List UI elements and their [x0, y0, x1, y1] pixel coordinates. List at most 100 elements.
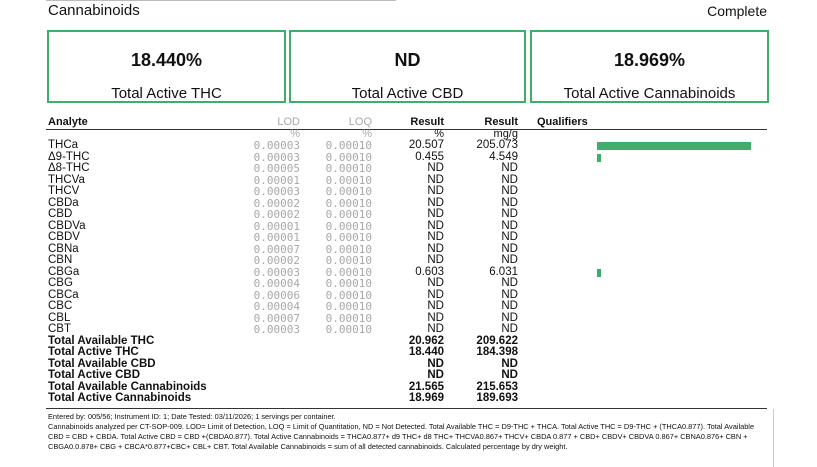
- result-pct-value: ND: [427, 311, 444, 324]
- result-pct-value: ND: [427, 300, 444, 312]
- unit-loq: %: [362, 128, 372, 140]
- total-name: Total Active THC: [48, 346, 139, 358]
- summary-label: Total Active THC: [111, 85, 222, 102]
- lod-value: 0.00003: [253, 323, 300, 336]
- total-name: Total Available THC: [48, 334, 155, 347]
- loq-value: 0.00010: [325, 173, 372, 187]
- total-row: Total Active CBD ND ND: [0, 369, 817, 382]
- lod-value: 0.00004: [253, 300, 300, 313]
- analyte-name: THCVa: [48, 173, 85, 186]
- results-table: THCa 0.00003 0.00010 20.507 205.073 Δ9-THC 0.0…: [0, 139, 817, 405]
- lod-value: 0.00003: [253, 139, 300, 152]
- loq-value: 0.00010: [325, 311, 372, 325]
- total-row: Total Available Cannabinoids 21.565 215.65…: [0, 380, 817, 394]
- col-header-qualifiers: Qualifiers: [537, 116, 588, 128]
- result-pct-value: ND: [427, 196, 444, 209]
- total-name: Total Active CBD: [48, 369, 141, 381]
- table-row: CBDV 0.00001 0.00010 ND ND: [0, 231, 817, 244]
- analyte-name: CBDV: [48, 231, 80, 243]
- result-mg-value: ND: [501, 219, 518, 232]
- loq-value: 0.00010: [325, 231, 372, 244]
- loq-value: 0.00010: [325, 208, 372, 221]
- total-mg-value: 215.653: [476, 380, 518, 393]
- total-pct-value: ND: [427, 369, 444, 381]
- analyte-name: THCV: [48, 185, 80, 197]
- total-name: Total Available Cannabinoids: [48, 380, 207, 393]
- table-row: CBCa 0.00006 0.00010 ND ND: [0, 288, 817, 302]
- table-row: THCa 0.00003 0.00010 20.507 205.073: [0, 139, 817, 152]
- result-pct-value: ND: [427, 208, 444, 220]
- table-row: THCVa 0.00001 0.00010 ND ND: [0, 173, 817, 187]
- summary-value: 18.969%: [613, 50, 686, 70]
- result-pct-value: ND: [427, 277, 444, 289]
- result-pct-value: ND: [427, 162, 444, 174]
- table-header-rule: [46, 129, 767, 130]
- table-row: CBT 0.00003 0.00010 ND ND: [0, 323, 817, 336]
- summary-label: Total Active CBD: [351, 85, 464, 102]
- lod-value: 0.00005: [253, 162, 300, 175]
- total-pct-value: 18.969: [408, 392, 444, 404]
- total-mg-value: ND: [501, 369, 518, 381]
- result-mg-value: ND: [501, 323, 518, 335]
- result-pct-value: 0.455: [415, 150, 444, 163]
- result-mg-value: ND: [501, 162, 518, 174]
- total-mg-value: 209.622: [476, 334, 518, 347]
- table-row: CBGa 0.00003 0.00010 0.603 6.031: [0, 265, 817, 279]
- lod-value: 0.00002: [253, 254, 300, 267]
- table-row: CBNa 0.00007 0.00010 ND ND: [0, 242, 817, 256]
- result-mg-value: ND: [501, 300, 518, 312]
- result-pct-value: ND: [427, 231, 444, 243]
- result-pct-value: ND: [427, 219, 444, 232]
- lod-value: 0.00004: [253, 277, 300, 290]
- status-label: Complete: [707, 3, 767, 19]
- analyte-name: THCa: [48, 139, 79, 151]
- result-mg-value: ND: [501, 288, 518, 301]
- analyte-name: CBL: [48, 311, 71, 324]
- result-mg-value: ND: [501, 208, 518, 220]
- analyte-name: CBDVa: [48, 219, 86, 232]
- table-row: CBDVa 0.00001 0.00010 ND ND: [0, 219, 817, 233]
- total-mg-value: ND: [501, 357, 518, 370]
- lod-value: 0.00001: [253, 173, 300, 187]
- result-mg-value: 4.549: [489, 150, 518, 163]
- loq-value: 0.00010: [325, 139, 372, 152]
- table-row: CBDa 0.00002 0.00010 ND ND: [0, 196, 817, 210]
- footnote-line-2: Cannabinoids analyzed per CT-SOP-009. LO…: [48, 422, 755, 451]
- total-row: Total Available CBD ND ND: [0, 357, 817, 371]
- total-mg-value: 184.398: [476, 346, 518, 358]
- loq-value: 0.00010: [325, 150, 372, 164]
- table-row: CBD 0.00002 0.00010 ND ND: [0, 208, 817, 221]
- table-row: CBG 0.00004 0.00010 ND ND: [0, 277, 817, 290]
- analyte-name: CBT: [48, 323, 71, 335]
- analyte-name: CBG: [48, 277, 73, 289]
- col-header-result-mg: Result: [484, 116, 518, 128]
- loq-value: 0.00010: [325, 162, 372, 175]
- summary-card-cbd: ND Total Active CBD: [289, 30, 526, 103]
- lod-value: 0.00006: [253, 288, 300, 302]
- analyte-name: CBNa: [48, 242, 79, 255]
- unit-result-mg: mg/g: [493, 128, 518, 140]
- result-mg-value: ND: [501, 196, 518, 209]
- footnote: Entered by: 005/56; Instrument ID: 1; Da…: [48, 412, 764, 452]
- total-pct-value: 20.962: [408, 334, 444, 347]
- lod-value: 0.00001: [253, 219, 300, 233]
- table-row: CBC 0.00004 0.00010 ND ND: [0, 300, 817, 313]
- total-row: Total Active THC 18.440 184.398: [0, 346, 817, 359]
- result-bar: [597, 142, 751, 150]
- section-title: Cannabinoids: [48, 2, 140, 19]
- total-name: Total Available CBD: [48, 357, 156, 370]
- result-pct-value: ND: [427, 254, 444, 266]
- loq-value: 0.00010: [325, 300, 372, 313]
- result-pct-value: 20.507: [408, 139, 444, 151]
- col-header-lod: LOD: [277, 116, 300, 128]
- result-mg-value: ND: [501, 254, 518, 266]
- unit-lod: %: [290, 128, 300, 140]
- summary-label: Total Active Cannabinoids: [563, 85, 736, 102]
- result-mg-value: ND: [501, 242, 518, 255]
- loq-value: 0.00010: [325, 265, 372, 279]
- table-row: CBL 0.00007 0.00010 ND ND: [0, 311, 817, 325]
- result-bar: [597, 268, 601, 277]
- loq-value: 0.00010: [325, 196, 372, 210]
- result-pct-value: ND: [427, 185, 444, 197]
- page-edge: [773, 409, 774, 467]
